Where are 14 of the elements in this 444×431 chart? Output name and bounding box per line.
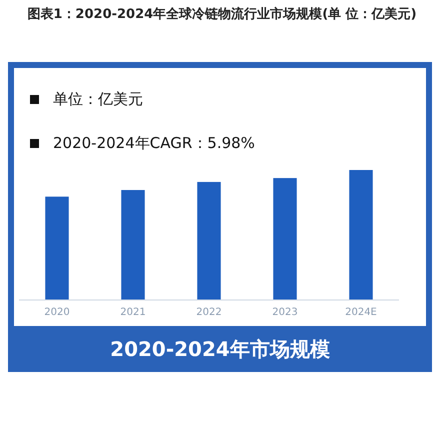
x-axis-title: 2020-2024年市场规模 bbox=[109, 336, 331, 363]
text: 单位：亿美元 bbox=[53, 90, 143, 109]
text: 2020-2024年CAGR：5.98% bbox=[53, 134, 255, 153]
chart-title: 图表1：2020-2024年全球冷链物流行业市场规模(单 位：亿美元) bbox=[26, 6, 418, 23]
bar bbox=[45, 196, 69, 300]
x-tick-label: 2023 bbox=[272, 307, 298, 318]
x-tick-label: 2022 bbox=[196, 307, 222, 318]
bar bbox=[273, 178, 297, 300]
x-tick-label: 2024E bbox=[345, 307, 377, 318]
x-tick-label: 2021 bbox=[120, 307, 146, 318]
bar bbox=[121, 190, 145, 300]
x-tick-label: 2020 bbox=[44, 307, 70, 318]
bar bbox=[349, 170, 373, 300]
bar bbox=[197, 182, 221, 300]
